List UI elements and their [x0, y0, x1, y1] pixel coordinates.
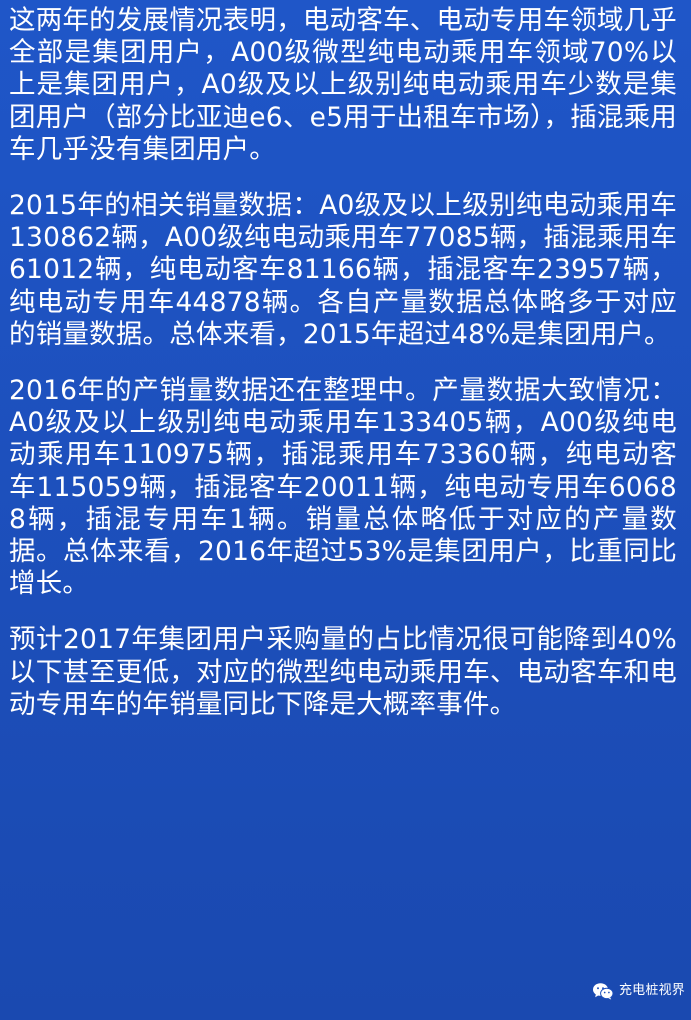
watermark: 充电桩视界	[592, 982, 685, 1000]
watermark-text: 充电桩视界	[618, 983, 685, 998]
wechat-icon	[592, 983, 614, 1000]
paragraph-2015-sales: 2015年的相关销量数据：A0级及以上级别纯电动乘用车130862辆，A00级纯…	[9, 190, 677, 350]
paragraph-2016-production: 2016年的产销量数据还在整理中。产量数据大致情况：A0级及以上级别纯电动乘用车…	[9, 375, 677, 600]
paragraph-2017-forecast: 预计2017年集团用户采购量的占比情况很可能降到40%以下甚至更低，对应的微型纯…	[9, 624, 677, 720]
paragraph-group-users: 这两年的发展情况表明，电动客车、电动专用车领域几乎全部是集团用户，A00级微型纯…	[9, 5, 677, 165]
